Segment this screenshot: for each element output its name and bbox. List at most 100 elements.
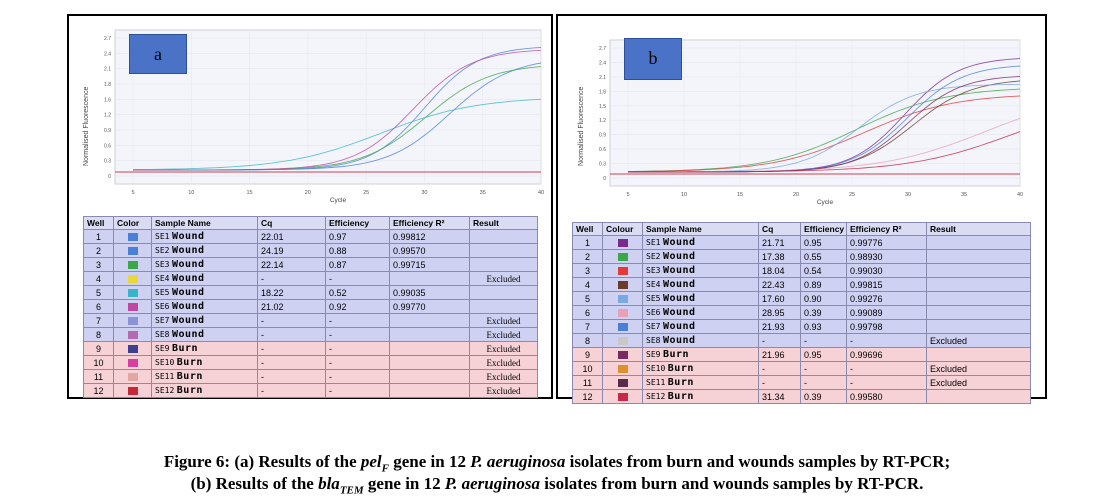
efficiency-cell: 0.95 [800, 347, 847, 362]
color-cell [113, 257, 152, 272]
efficiency-r2-cell: 0.99812 [389, 229, 470, 244]
sample-id: SE11 [155, 372, 175, 381]
color-swatch [617, 337, 628, 346]
result-cell [926, 291, 1031, 306]
results-table-a: Well Color Sample Name Cq Efficiency Efficien… [83, 216, 538, 398]
cq-cell: 21.71 [758, 235, 801, 250]
y-tick-label: 0.6 [599, 147, 606, 153]
color-cell [113, 327, 152, 342]
table-header-a: Well Color Sample Name Cq Efficiency Efficien… [83, 216, 538, 230]
result-cell [926, 249, 1031, 264]
sample-id: SE12 [155, 386, 175, 395]
table-row: 1 SE1 Wound 22.01 0.97 0.99812 [83, 229, 538, 244]
x-tick-label: 40 [538, 190, 544, 196]
y-tick-label: 2.1 [104, 67, 111, 73]
column-header: Sample Name [151, 216, 258, 230]
result-cell [926, 389, 1031, 404]
efficiency-r2-cell: - [846, 375, 927, 390]
cq-cell: 22.43 [758, 277, 801, 292]
sample-type: Wound [662, 251, 696, 262]
column-header: Well [572, 222, 603, 236]
y-tick-label: 0.9 [599, 133, 606, 139]
color-swatch [127, 303, 138, 312]
sample-name-cell: SE9 Burn [642, 347, 759, 362]
efficiency-r2-cell: 0.99715 [389, 257, 470, 272]
result-cell [469, 229, 538, 244]
y-axis-label-a: Normalised Fluorescence [83, 86, 90, 166]
efficiency-cell: 0.55 [800, 249, 847, 264]
sample-name-cell: SE11 Burn [151, 369, 258, 384]
color-cell [113, 299, 152, 314]
sample-id: SE1 [155, 232, 170, 241]
well-cell: 8 [83, 327, 114, 342]
efficiency-cell: 0.92 [325, 299, 390, 314]
color-swatch [127, 387, 138, 396]
sample-type: Burn [667, 377, 694, 388]
well-cell: 11 [83, 369, 114, 384]
sample-name-cell: SE3 Wound [151, 257, 258, 272]
sample-type: Burn [667, 391, 694, 402]
sample-id: SE9 [646, 350, 661, 359]
amplification-curve [627, 88, 1021, 172]
well-cell: 6 [572, 305, 603, 320]
color-swatch [127, 373, 138, 382]
gene-subscript: TEM [339, 484, 364, 497]
sample-name-cell: SE5 Wound [642, 291, 759, 306]
sample-name-cell: SE8 Wound [151, 327, 258, 342]
cq-cell: - [257, 271, 326, 286]
sample-type: Wound [662, 335, 696, 346]
y-tick-label: 1.8 [104, 82, 111, 88]
sample-id: SE6 [155, 302, 170, 311]
table-row: 9 SE9 Burn 21.96 0.95 0.99696 [572, 347, 1031, 362]
table-row: 11 SE11 Burn - - - Excluded [572, 375, 1031, 390]
sample-id: SE8 [646, 336, 661, 345]
result-cell: Excluded [469, 271, 538, 286]
efficiency-cell: 0.90 [800, 291, 847, 306]
efficiency-cell: 0.89 [800, 277, 847, 292]
cq-cell: 17.38 [758, 249, 801, 264]
sample-type: Burn [171, 343, 199, 354]
color-swatch [617, 379, 628, 388]
color-cell [602, 291, 643, 306]
sample-id: SE9 [155, 344, 170, 353]
color-swatch [127, 261, 138, 270]
color-swatch [617, 323, 628, 332]
sample-id: SE1 [646, 238, 661, 247]
y-tick-label: 2.4 [599, 60, 606, 66]
x-tick-label: 5 [626, 192, 629, 198]
well-cell: 4 [572, 277, 603, 292]
y-tick-label: 1.2 [104, 113, 111, 119]
result-cell [469, 243, 538, 258]
well-cell: 12 [572, 389, 603, 404]
sample-type: Wound [171, 259, 205, 270]
efficiency-cell: - [800, 361, 847, 376]
result-cell: Excluded [469, 327, 538, 342]
result-cell: Excluded [469, 341, 538, 356]
color-cell [113, 271, 152, 286]
y-tick-label: 1.2 [599, 118, 606, 124]
sample-type: Wound [662, 307, 696, 318]
amplification-curve [627, 95, 1021, 173]
caption-text: isolates from burn and wounds samples by… [540, 474, 924, 493]
sample-id: SE8 [155, 330, 170, 339]
well-cell: 12 [83, 383, 114, 398]
sample-id: SE2 [646, 252, 661, 261]
sample-name-cell: SE12 Burn [642, 389, 759, 404]
table-header-b: Well Colour Sample Name Cq Efficiency Efficie… [572, 222, 1031, 236]
column-header: Color [113, 216, 152, 230]
result-cell: Excluded [926, 333, 1031, 348]
color-cell [602, 361, 643, 376]
color-cell [602, 333, 643, 348]
well-cell: 11 [572, 375, 603, 390]
efficiency-cell: - [800, 375, 847, 390]
table-row: 6 SE6 Wound 21.02 0.92 0.99770 [83, 299, 538, 314]
well-cell: 1 [572, 235, 603, 250]
x-tick-label: 25 [363, 190, 369, 196]
color-swatch [617, 351, 628, 360]
result-cell [926, 305, 1031, 320]
cq-cell: - [257, 313, 326, 328]
well-cell: 5 [572, 291, 603, 306]
x-tick-label: 35 [480, 190, 486, 196]
sample-name-cell: SE8 Wound [642, 333, 759, 348]
table-row: 2 SE2 Wound 24.19 0.88 0.99570 [83, 243, 538, 258]
